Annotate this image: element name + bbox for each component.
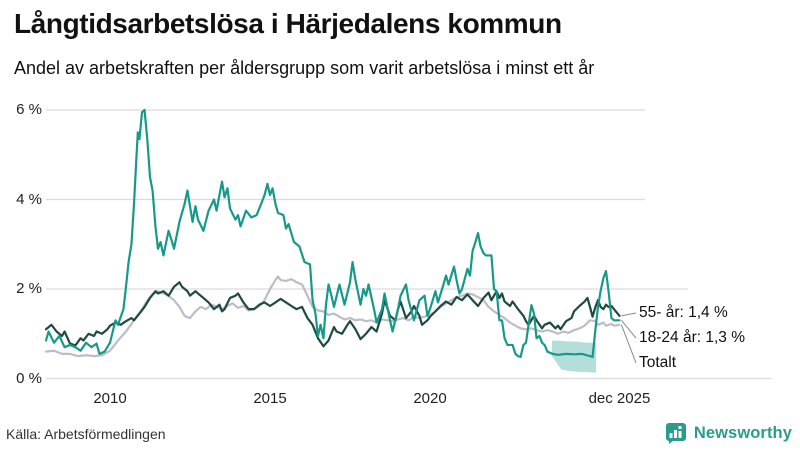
y-tick-label: 4 %: [16, 190, 42, 208]
leader-line: [621, 312, 637, 317]
y-tick-label: 6 %: [16, 101, 42, 118]
end-label-55: 55- år: 1,4 %: [638, 303, 728, 323]
page-title: Långtidsarbetslösa i Härjedalens kommun: [14, 8, 562, 39]
leader-line: [620, 324, 637, 364]
y-tick-label: 2 %: [16, 280, 42, 297]
leader-line: [621, 320, 637, 339]
x-tick-label: dec 2025: [588, 390, 651, 407]
newsworthy-logo-icon: [665, 423, 686, 444]
source-note: Källa: Arbetsförmedlingen: [6, 426, 166, 442]
x-tick-label: 2010: [93, 390, 127, 407]
y-tick-label: 0 %: [16, 369, 42, 387]
newsworthy-brand: Newsworthy: [665, 422, 792, 444]
x-tick-label: 2015: [253, 390, 287, 407]
end-label-totalt: Totalt: [638, 353, 677, 373]
series-line-55-r: [44, 281, 621, 348]
page-subtitle: Andel av arbetskraften per åldersgrupp s…: [14, 58, 595, 78]
newsworthy-logo-text: Newsworthy: [693, 423, 792, 442]
confidence-band: [551, 340, 597, 373]
series-line-18-24-r: [44, 108, 621, 359]
end-label-18-24: 18-24 år: 1,3 %: [638, 328, 745, 348]
x-tick-label: 2020: [413, 390, 447, 407]
